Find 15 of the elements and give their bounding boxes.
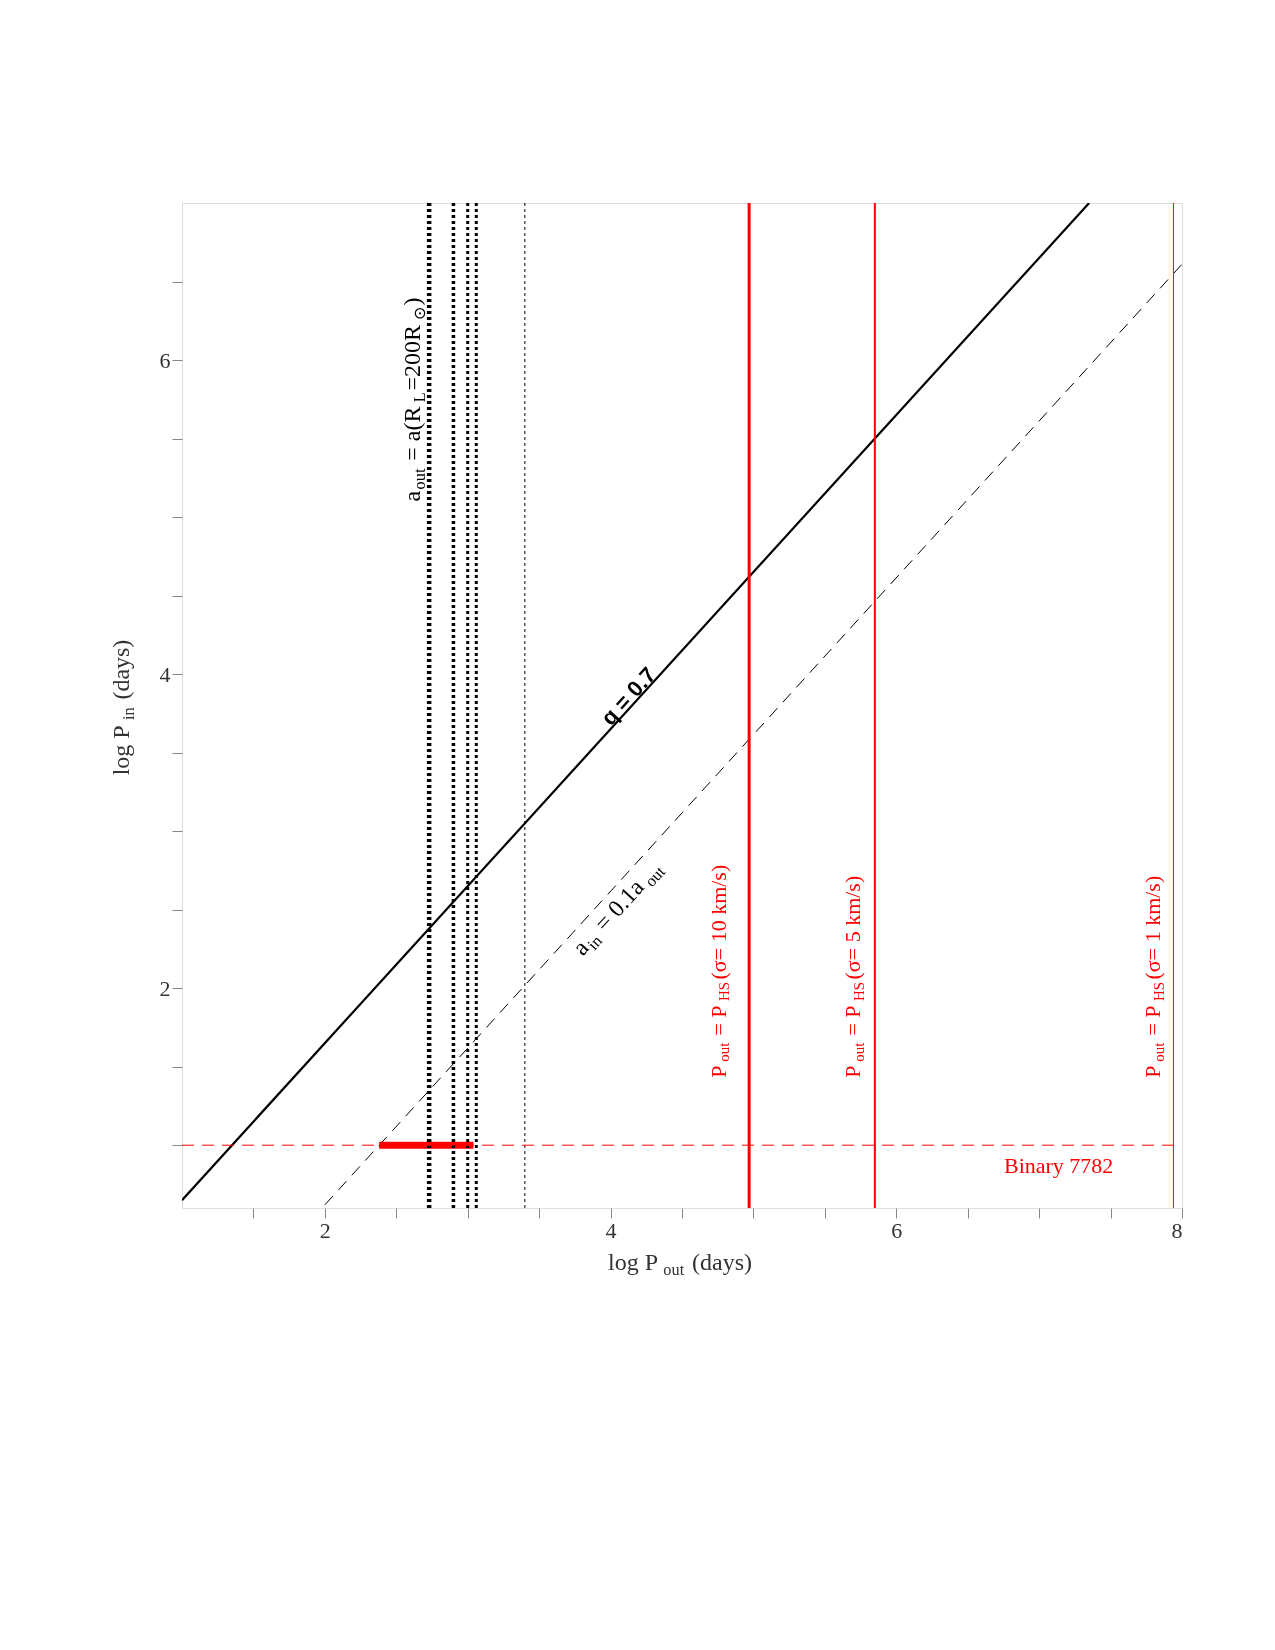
y-tick-label: 2 bbox=[159, 975, 171, 1001]
y-tick-label: 4 bbox=[159, 661, 171, 687]
annotation: Pout = PHS(σ= 10 km/s) bbox=[706, 864, 733, 1078]
annotation: ain = 0.1aout bbox=[567, 861, 670, 961]
annotation: aout = a(RL=200R⊙) bbox=[399, 297, 430, 502]
annotation: Pout = PHS(σ= 1 km/s) bbox=[1140, 875, 1167, 1078]
x-tick-label: 8 bbox=[1171, 1217, 1183, 1243]
x-tick-label: 6 bbox=[891, 1217, 903, 1243]
annotation: Pout = PHS(σ= 5 km/s) bbox=[840, 875, 867, 1078]
y-tick-label: 6 bbox=[159, 347, 171, 373]
x-tick-label: 4 bbox=[605, 1217, 617, 1243]
annotation: Binary 7782 bbox=[1003, 1152, 1114, 1178]
annotation: q = 0.7 bbox=[595, 662, 661, 731]
x-tick-label: 2 bbox=[319, 1217, 331, 1243]
y-axis-title: log Pin (days) bbox=[108, 639, 138, 776]
